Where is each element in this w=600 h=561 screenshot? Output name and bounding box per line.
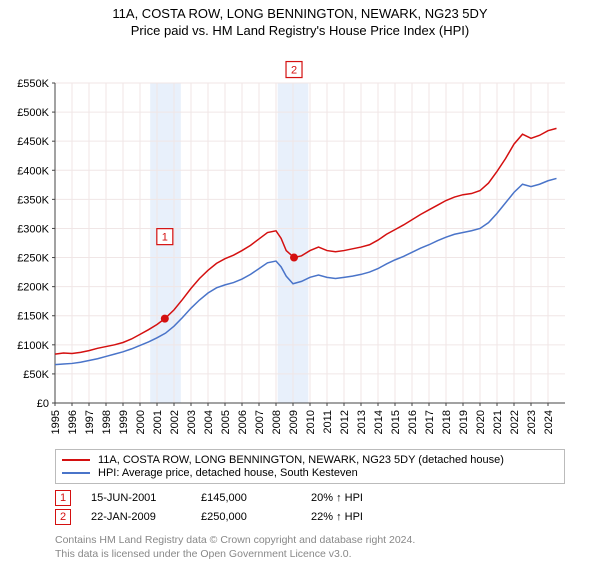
price-chart: £0 £50K £100K £150K £200K £250K £300K £350K £400… <box>0 38 600 445</box>
sale-marker <box>290 254 298 262</box>
x-tick-label: 1998 <box>101 410 113 434</box>
sale-date: 15-JUN-2001 <box>91 492 181 504</box>
y-tick-label: £300K <box>17 223 49 235</box>
x-tick-label: 1996 <box>67 410 79 434</box>
chart-subtitle: Price paid vs. HM Land Registry's House … <box>0 23 600 38</box>
x-tick-label: 2013 <box>356 410 368 434</box>
y-tick-label: £50K <box>23 369 49 381</box>
sale-price: £250,000 <box>201 511 291 523</box>
y-tick-label: £200K <box>17 282 49 294</box>
sale-delta: 20% ↑ HPI <box>311 492 401 504</box>
x-tick-label: 2006 <box>237 410 249 434</box>
x-tick-label: 2014 <box>373 410 385 434</box>
x-tick-label: 2004 <box>203 410 215 434</box>
x-tick-label: 2023 <box>526 410 538 434</box>
sale-delta: 22% ↑ HPI <box>311 511 401 523</box>
legend-swatch <box>62 472 90 474</box>
sale-number-box: 1 <box>55 490 71 506</box>
x-tick-label: 2010 <box>305 410 317 434</box>
x-tick-label: 2001 <box>152 410 164 434</box>
x-tick-label: 2000 <box>135 410 147 434</box>
chart-title: 11A, COSTA ROW, LONG BENNINGTON, NEWARK,… <box>0 6 600 21</box>
legend-swatch <box>62 459 90 461</box>
x-tick-label: 2005 <box>220 410 232 434</box>
legend-label: 11A, COSTA ROW, LONG BENNINGTON, NEWARK,… <box>98 454 504 466</box>
y-tick-label: £0 <box>37 398 49 410</box>
sales-row: 2 22-JAN-2009 £250,000 22% ↑ HPI <box>55 509 565 525</box>
sale-marker-number: 2 <box>291 65 297 77</box>
sale-marker <box>161 315 169 323</box>
y-tick-label: £350K <box>17 194 49 206</box>
x-tick-label: 2016 <box>407 410 419 434</box>
sales-row: 1 15-JUN-2001 £145,000 20% ↑ HPI <box>55 490 565 506</box>
y-tick-label: £500K <box>17 107 49 119</box>
legend-row: 11A, COSTA ROW, LONG BENNINGTON, NEWARK,… <box>62 454 558 466</box>
x-tick-label: 2015 <box>390 410 402 434</box>
x-tick-label: 2007 <box>254 410 266 434</box>
x-tick-label: 2012 <box>339 410 351 434</box>
sale-date: 22-JAN-2009 <box>91 511 181 523</box>
y-tick-label: £150K <box>17 311 49 323</box>
x-tick-label: 2002 <box>169 410 181 434</box>
legend-row: HPI: Average price, detached house, Sout… <box>62 467 558 479</box>
y-tick-label: £550K <box>17 78 49 90</box>
footnote-line-2: This data is licensed under the Open Gov… <box>55 548 352 560</box>
x-tick-label: 2020 <box>475 410 487 434</box>
x-tick-label: 1999 <box>118 410 130 434</box>
x-tick-label: 1997 <box>84 410 96 434</box>
x-tick-label: 2019 <box>458 410 470 434</box>
legend-label: HPI: Average price, detached house, Sout… <box>98 467 358 479</box>
sale-marker-number: 1 <box>162 232 168 244</box>
y-tick-label: £450K <box>17 136 49 148</box>
sale-number-box: 2 <box>55 509 71 525</box>
x-tick-label: 2017 <box>424 410 436 434</box>
x-tick-label: 2022 <box>509 410 521 434</box>
x-tick-label: 2024 <box>543 410 555 434</box>
x-tick-label: 2009 <box>288 410 300 434</box>
y-tick-label: £100K <box>17 340 49 352</box>
x-tick-label: 2003 <box>186 410 198 434</box>
x-tick-label: 2021 <box>492 410 504 434</box>
x-tick-label: 2018 <box>441 410 453 434</box>
sales-table: 1 15-JUN-2001 £145,000 20% ↑ HPI 2 22-JAN-200… <box>55 490 565 525</box>
x-tick-label: 1995 <box>50 410 62 434</box>
y-tick-label: £250K <box>17 253 49 265</box>
footnote-line-1: Contains HM Land Registry data © Crown c… <box>55 534 415 546</box>
sale-price: £145,000 <box>201 492 291 504</box>
legend: 11A, COSTA ROW, LONG BENNINGTON, NEWARK,… <box>55 449 565 484</box>
y-tick-label: £400K <box>17 165 49 177</box>
x-tick-label: 2011 <box>322 410 334 434</box>
x-tick-label: 2008 <box>271 410 283 434</box>
footnote: Contains HM Land Registry data © Crown c… <box>55 533 565 561</box>
